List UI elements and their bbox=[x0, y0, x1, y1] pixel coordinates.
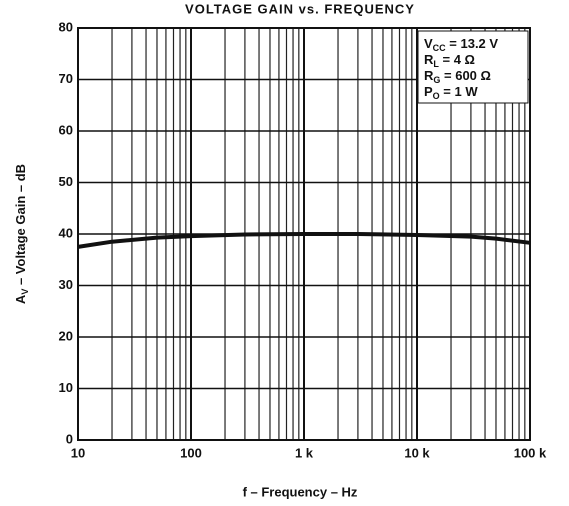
annotation-text: = 13.2 V bbox=[446, 36, 499, 51]
annotation-sub: L bbox=[433, 59, 439, 69]
annotation-sub: CC bbox=[433, 43, 446, 53]
y-axis-label: AV – Voltage Gain – dB bbox=[13, 164, 30, 304]
y-tick-label: 80 bbox=[59, 19, 73, 34]
x-axis-label: f – Frequency – Hz bbox=[243, 484, 358, 499]
annotation-base: V bbox=[424, 36, 433, 51]
y-tick-label: 40 bbox=[59, 225, 73, 240]
plot-frame bbox=[77, 27, 531, 441]
annotation-text: = 1 W bbox=[440, 84, 479, 99]
y-tick-label: 0 bbox=[66, 431, 73, 446]
annotation-base: R bbox=[424, 68, 434, 83]
annotation: VCC = 13.2 V bbox=[424, 36, 498, 53]
annotation-text: = 4 Ω bbox=[439, 52, 475, 67]
y-tick-label: 10 bbox=[59, 380, 73, 395]
annotation-base: P bbox=[424, 84, 433, 99]
annotation-sub: G bbox=[433, 75, 440, 85]
annotation: PO = 1 W bbox=[424, 84, 478, 101]
annotation: RL = 4 Ω bbox=[424, 52, 475, 69]
chart-title: VOLTAGE GAIN vs. FREQUENCY bbox=[185, 1, 415, 16]
annotation-text: = 600 Ω bbox=[440, 68, 491, 83]
y-tick-label: 50 bbox=[59, 174, 73, 189]
annotation-base: R bbox=[424, 52, 434, 67]
x-tick-label: 100 k bbox=[514, 445, 547, 460]
x-tick-label: 100 bbox=[180, 445, 202, 460]
data-line bbox=[77, 232, 531, 249]
y-tick-label: 60 bbox=[59, 122, 73, 137]
annotation: RG = 600 Ω bbox=[424, 68, 491, 85]
y-tick-label: 70 bbox=[59, 71, 73, 86]
x-tick-label: 1 k bbox=[295, 445, 314, 460]
annotation-background bbox=[417, 30, 529, 104]
y-tick-label: 20 bbox=[59, 328, 73, 343]
annotation-box: VCC = 13.2 VRL = 4 ΩRG = 600 ΩPO = 1 W bbox=[417, 30, 529, 104]
x-tick-label: 10 k bbox=[404, 445, 430, 460]
x-tick-label: 10 bbox=[71, 445, 85, 460]
annotation-sub: O bbox=[433, 91, 440, 101]
y-tick-label: 30 bbox=[59, 277, 73, 292]
